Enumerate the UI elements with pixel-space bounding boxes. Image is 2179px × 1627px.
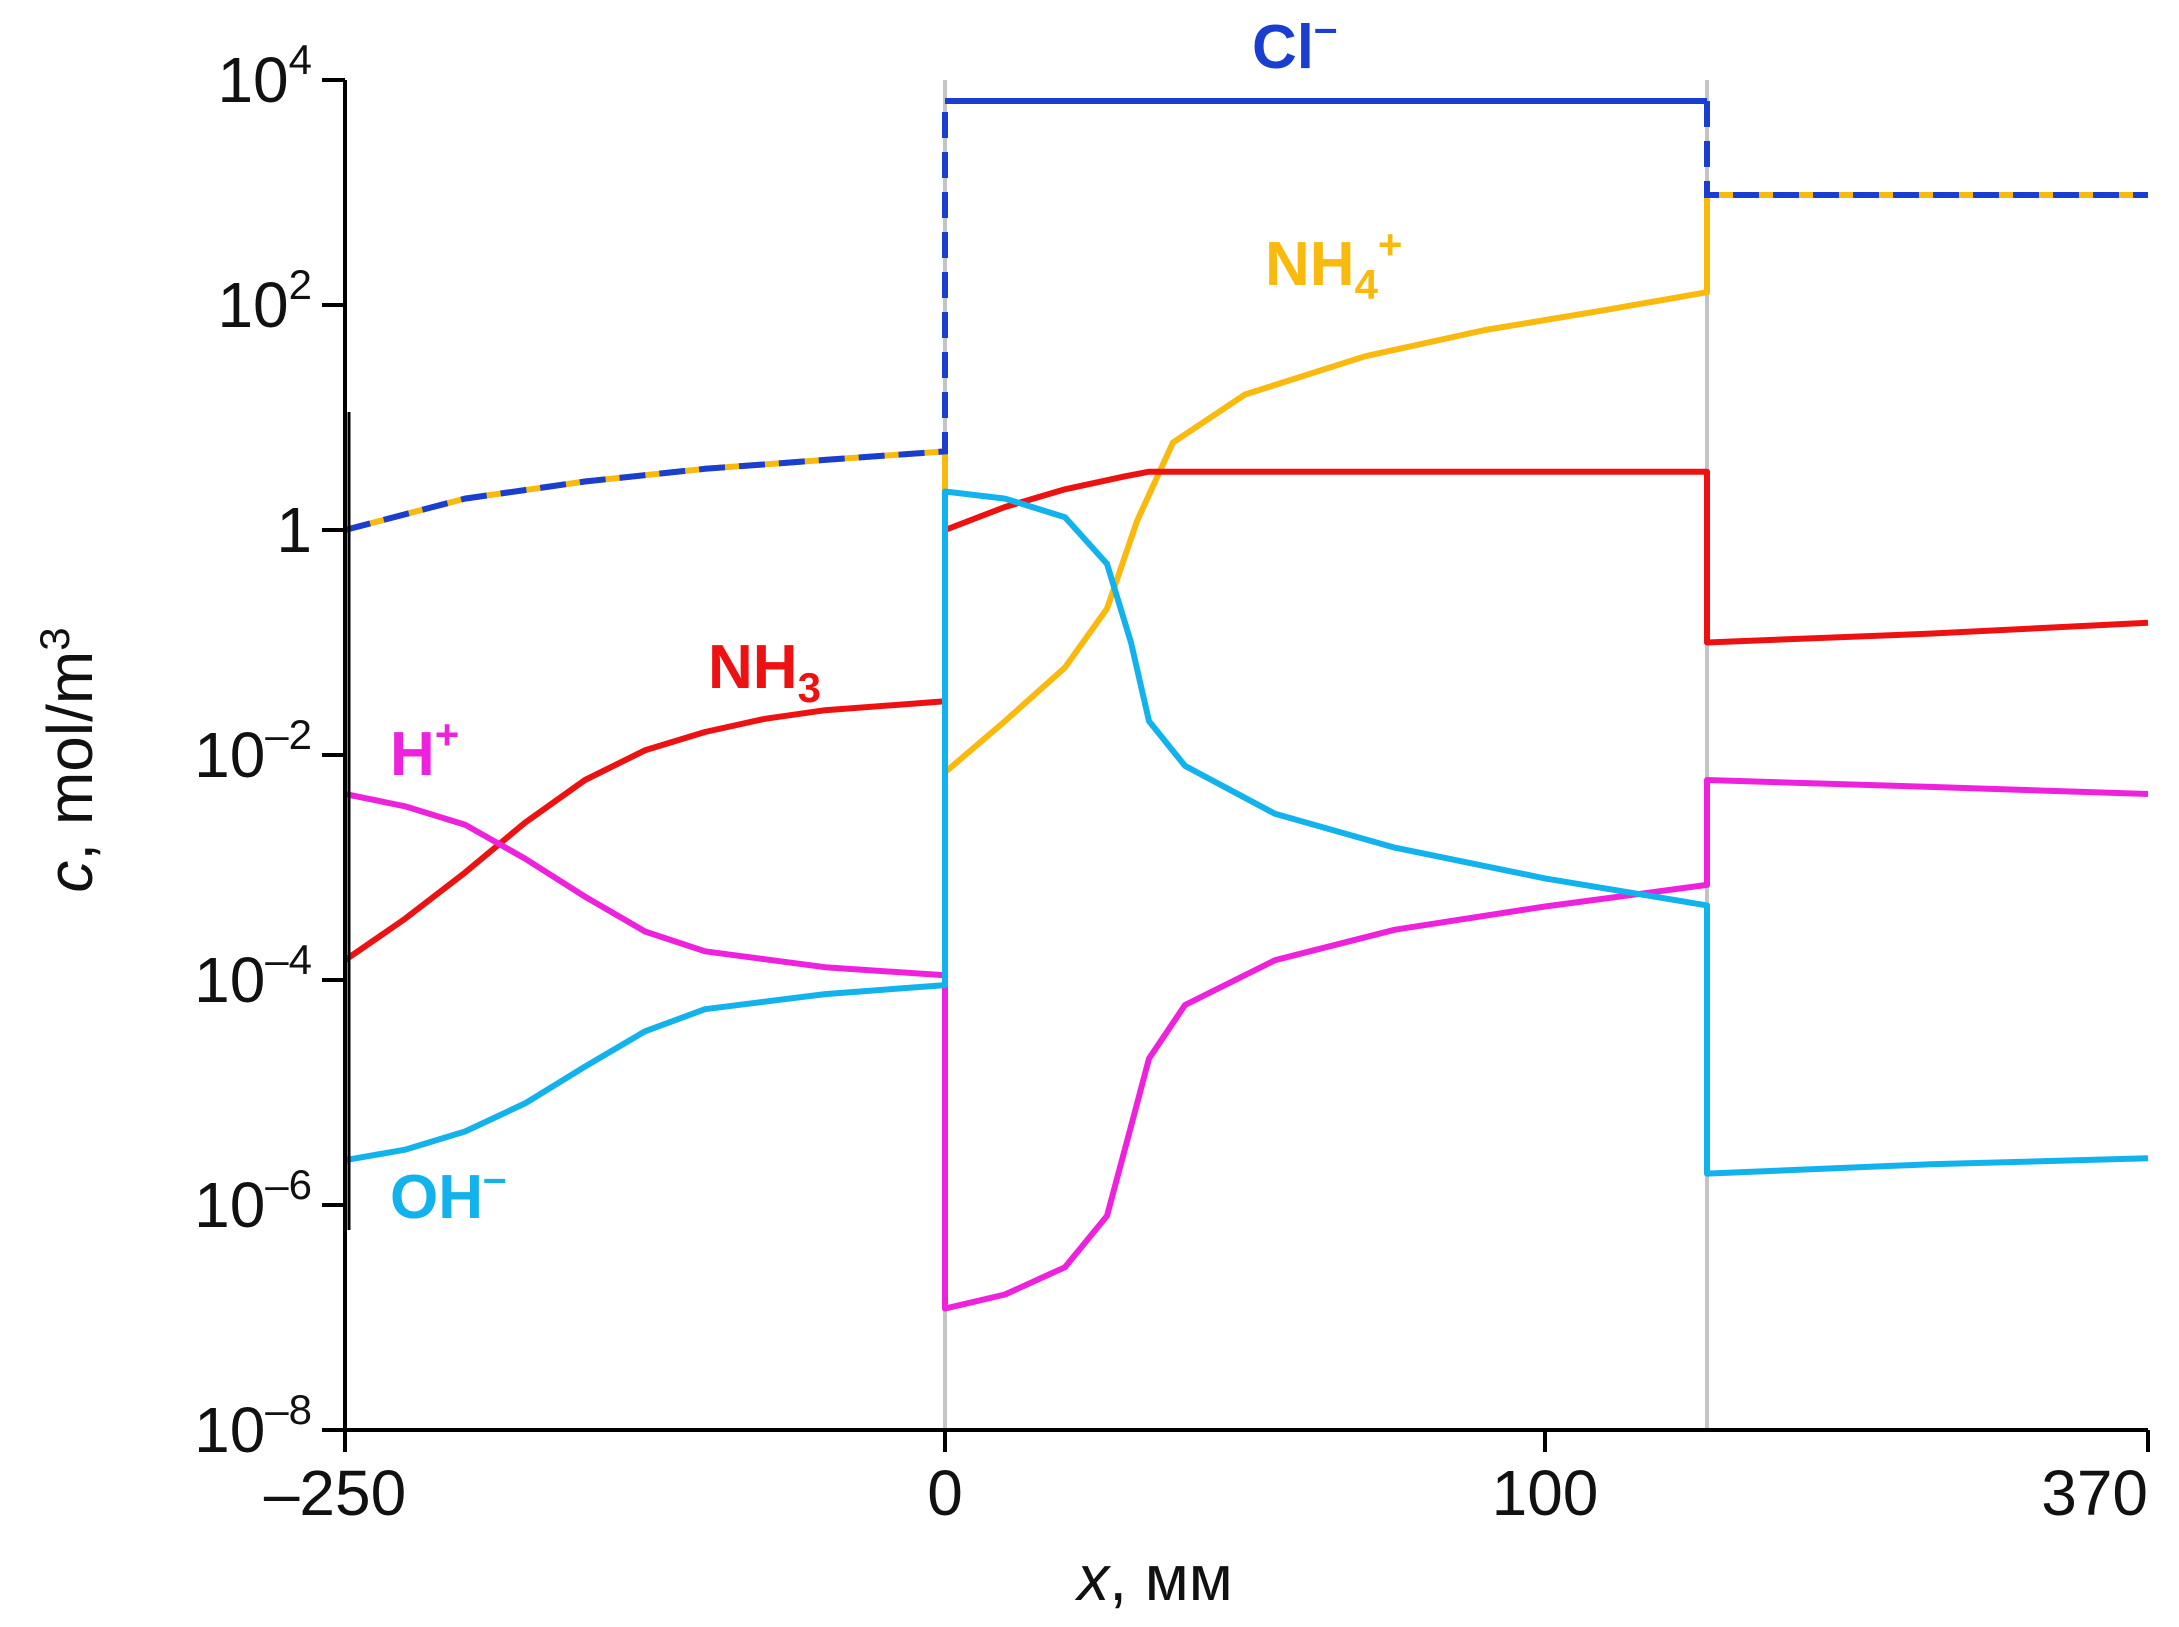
x-tick-label: –250 [264,1457,406,1529]
x-axis-ticks: –250 0 100 370 [264,1430,2150,1529]
axes [343,80,2148,1432]
series-nh3 [343,468,2149,963]
x-axis-title: x, мм [1074,1542,1233,1614]
y-axis-ticks: 104 102 1 10–2 10–4 10–6 10–8 [194,36,345,1466]
series-cl-minus-right-dashed [1704,101,2148,198]
y-tick-label: 10–6 [194,1161,312,1241]
label-oh-minus: OH– [390,1154,506,1232]
y-tick-label: 104 [217,36,312,116]
x-tick-label: 370 [2041,1457,2148,1529]
y-axis-title: c, mol/m3 [31,627,107,892]
label-cl-minus: Cl– [1252,4,1337,82]
x-tick-label: 0 [927,1457,963,1529]
series-nh4-plus [344,192,2148,776]
series-h-plus [344,777,2149,1312]
series-cl-minus-left-dashed [344,101,948,533]
y-tick-label: 10–8 [194,1386,312,1466]
x-tick-label: 100 [1492,1457,1599,1529]
series-layer [343,98,2149,1312]
label-nh3: NH3 [708,633,821,711]
series-labels: Cl– NH4+ NH3 H+ OH– [390,4,1402,1232]
label-h-plus: H+ [390,711,459,789]
y-tick-label: 10–4 [194,936,312,1016]
series-oh-minus [344,488,2149,1177]
y-tick-label: 102 [217,261,312,341]
y-tick-label: 1 [276,494,312,566]
y-tick-label: 10–2 [194,711,312,791]
label-nh4-plus: NH4+ [1265,221,1402,308]
